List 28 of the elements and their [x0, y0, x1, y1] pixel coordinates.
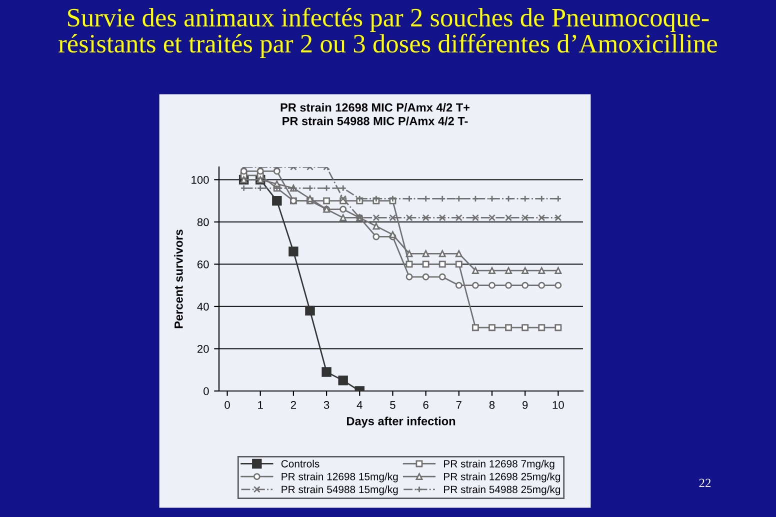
x-tick-label: 2	[290, 401, 296, 409]
legend-label: PR strain 12698 7mg/kg	[444, 460, 554, 470]
x-tick-label: 3	[324, 401, 330, 409]
y-tick-label: 0	[204, 387, 209, 396]
y-tick-label: 60	[197, 260, 209, 268]
x-tick-label: 6	[423, 401, 428, 409]
x-tick-label: 10	[552, 401, 564, 409]
y-tick-label: 40	[197, 302, 209, 311]
x-tick-label: 1	[258, 401, 263, 409]
legend-label: PR strain 54988 25mg/kg	[444, 485, 560, 496]
x-tick-label: 7	[456, 401, 462, 409]
x-tick-label: 5	[390, 401, 396, 409]
y-axis-title: Percent survivors	[174, 230, 183, 328]
chart-title: Survie des animaux infectés par 2 souches de Pneumocoque- résistants et traités par 2 ou 3 doses différentes d’Amoxicilline	[58, 8, 717, 58]
text: 22	[699, 478, 711, 488]
legend-label: PR strain 54988 15mg/kg	[282, 485, 398, 496]
y-tick-label: 20	[197, 345, 209, 353]
x-tick-label: 4	[356, 401, 362, 409]
legend-label: PR strain 12698 15mg/kg	[282, 472, 398, 482]
x-tick-label: 0	[224, 401, 230, 409]
chart-subtitle: PR strain 12698 MIC P/Amx 4/2 T+ PR strain 54988 MIC P/Amx 4/2 T-	[280, 103, 470, 126]
y-tick-label: 80	[197, 218, 209, 226]
legend-label: Controls	[281, 460, 320, 468]
y-tick-label: 100	[192, 176, 209, 184]
x-axis-title: Days after infection	[347, 416, 456, 428]
x-tick-label: 8	[489, 401, 495, 409]
x-tick-label: 9	[522, 401, 528, 409]
legend-label: PR strain 12698 25mg/kg	[444, 472, 560, 482]
